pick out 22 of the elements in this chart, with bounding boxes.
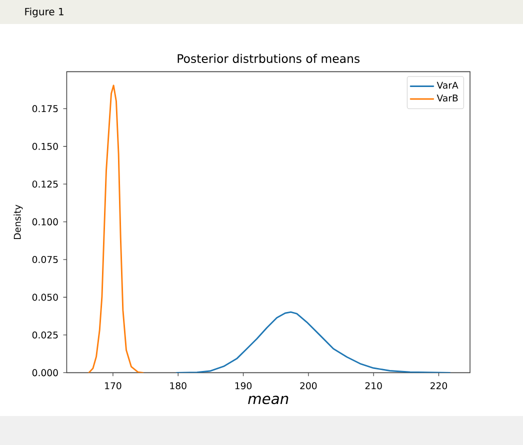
x-tick-label: 180 xyxy=(170,382,186,390)
x-axis-title: mean xyxy=(248,396,288,404)
line-series xyxy=(88,84,144,373)
caption: Figure 1 xyxy=(25,8,64,18)
x-tick-label: 190 xyxy=(235,382,252,390)
legend-label: VarB xyxy=(436,94,458,102)
y-tick-label: 0.125 xyxy=(32,180,58,188)
chart-title: Posterior distrbutions of means xyxy=(178,54,360,63)
line-series xyxy=(176,311,451,373)
y-tick-label: 0.100 xyxy=(32,218,58,226)
y-axis-title: Density xyxy=(14,204,23,240)
x-tick-label: 170 xyxy=(105,382,122,390)
y-tick-label: 0.050 xyxy=(32,294,58,301)
y-tick-label: 0.000 xyxy=(32,369,58,376)
x-tick-label: 220 xyxy=(430,382,448,390)
y-tick-label: 0.150 xyxy=(32,142,58,150)
legend-label: VarA xyxy=(436,82,458,89)
x-tick-label: 210 xyxy=(365,382,382,390)
y-tick-label: 0.175 xyxy=(32,105,58,112)
y-tick-label: 0.075 xyxy=(32,256,58,264)
y-tick-label: 0.025 xyxy=(32,331,58,339)
x-tick-label: 200 xyxy=(300,382,317,390)
